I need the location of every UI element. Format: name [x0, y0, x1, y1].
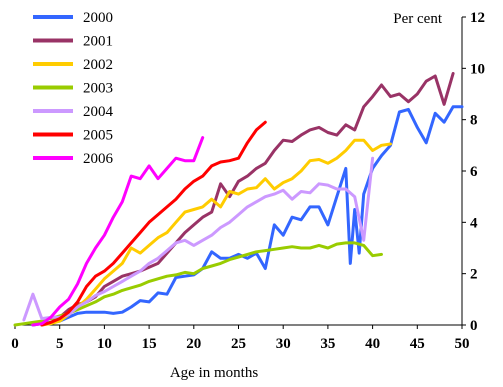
x-tick-label: 10: [97, 336, 112, 352]
y-tick-label: 6: [470, 164, 478, 180]
x-tick-label: 40: [365, 336, 380, 352]
y-tick-label: 10: [470, 61, 485, 77]
series-line-2001: [40, 72, 455, 327]
x-tick-label: 15: [142, 336, 157, 352]
x-tick-label: 50: [455, 336, 470, 352]
x-tick-label: 45: [410, 336, 425, 352]
series-line-2004: [22, 156, 375, 322]
x-tick-label: 30: [276, 336, 291, 352]
series-lines: [13, 72, 464, 327]
legend-label-2003: 2003: [83, 81, 113, 97]
legend-label-2002: 2002: [83, 57, 113, 73]
y-tick-label: 8: [470, 113, 478, 129]
x-tick-label: 25: [231, 336, 246, 352]
series-line-2005: [40, 120, 267, 327]
y-tick-label: 12: [470, 10, 485, 26]
legend-label-2004: 2004: [83, 104, 114, 120]
x-tick-label: 20: [186, 336, 201, 352]
y-tick-label: 4: [470, 215, 478, 231]
legend: 2000 2001 2002 2003 2004 2005 2006: [33, 10, 114, 167]
y-tick-label: 2: [470, 267, 478, 283]
series-line-2002: [40, 138, 392, 327]
legend-label-2000: 2000: [83, 10, 113, 26]
legend-label-2006: 2006: [83, 151, 114, 167]
legend-label-2005: 2005: [83, 128, 113, 144]
x-tick-label: 5: [56, 336, 64, 352]
y-axis-label: Per cent: [393, 11, 443, 27]
x-tick-label: 0: [11, 336, 19, 352]
y-tick-label: 0: [470, 318, 478, 334]
x-axis-label: Age in months: [170, 365, 258, 381]
legend-label-2001: 2001: [83, 34, 113, 50]
series-line-2006: [31, 136, 205, 327]
x-tick-label: 35: [320, 336, 335, 352]
